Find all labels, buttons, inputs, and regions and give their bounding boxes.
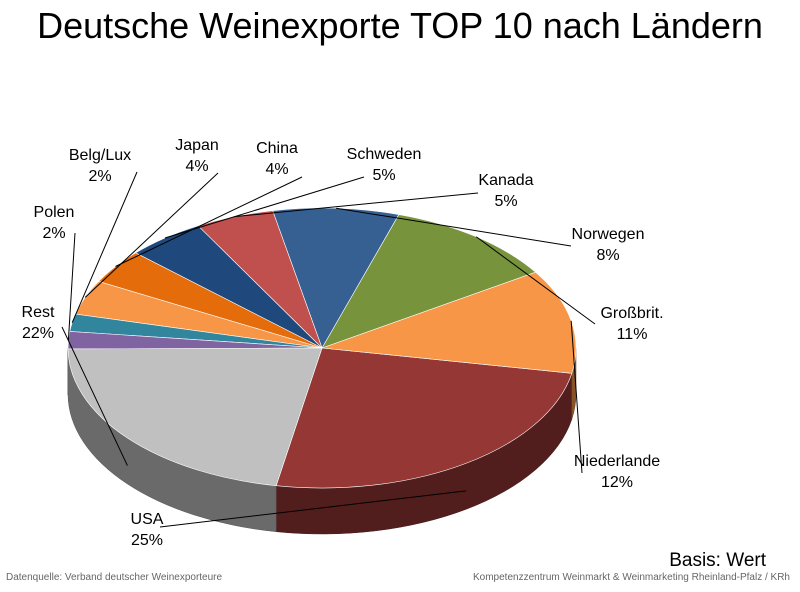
slice-label: Großbrit.: [600, 305, 663, 322]
slice-labels: USA 25% Niederlande 12% Großbrit. 11% Norwegen…: [22, 137, 664, 549]
leader-line: [84, 172, 219, 298]
slice-label: Schweden: [347, 146, 422, 163]
slice-value-label: 5%: [372, 167, 395, 184]
slice-value-label: 12%: [601, 474, 633, 491]
leader-line: [336, 207, 572, 247]
slice-label: Niederlande: [574, 453, 660, 470]
slice-label: Kanada: [478, 172, 533, 189]
slice-value-label: 25%: [131, 532, 163, 549]
leader-line: [115, 176, 303, 267]
leader-line: [475, 236, 596, 325]
leader-line: [234, 192, 479, 218]
slice-value-label: 4%: [265, 161, 288, 178]
leader-line: [71, 171, 138, 323]
leader-line: [159, 490, 467, 528]
leader-line: [67, 232, 76, 341]
slice-value-label: 8%: [596, 247, 619, 264]
slice-label: Rest: [22, 304, 55, 321]
slice-value-label: 4%: [185, 158, 208, 175]
basis-note: Basis: Wert: [669, 550, 766, 571]
leader-line: [61, 326, 128, 466]
slice-usa: [275, 347, 573, 489]
slice-label: Polen: [34, 204, 75, 221]
leader-lines: [61, 171, 596, 528]
slice-value-label: 2%: [42, 225, 65, 242]
slice-value-label: 5%: [494, 193, 517, 210]
slice-label: Belg/Lux: [69, 147, 131, 164]
slice-label: China: [256, 140, 298, 157]
leader-line: [164, 176, 365, 239]
credit-note: Kompetenzzentrum Weinmarkt & Weinmarketi…: [473, 572, 790, 583]
leader-line: [570, 320, 583, 474]
slice-value-label: 11%: [617, 326, 648, 343]
slice-label: USA: [131, 511, 164, 528]
data-source-note: Datenquelle: Verband deutscher Weinexpor…: [6, 572, 223, 583]
slice-norwegen: [272, 207, 400, 349]
slice-label: Norwegen: [572, 226, 645, 243]
chart-title: Deutsche Weinexporte TOP 10 nach Ländern: [37, 5, 763, 46]
slice-value-label: 2%: [88, 168, 111, 185]
slice-label: Japan: [175, 137, 219, 154]
pie-slices: [67, 207, 577, 489]
slice-value-label: 22%: [22, 325, 54, 342]
slice-rest: [67, 347, 323, 487]
